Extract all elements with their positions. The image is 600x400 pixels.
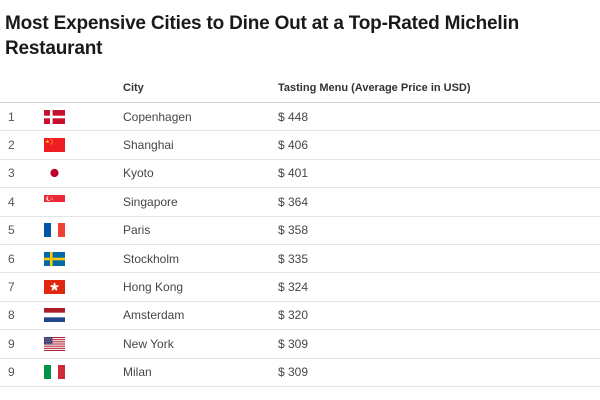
table-row: 3 Kyoto $ 401 — [0, 160, 600, 189]
city-cell: Copenhagen — [123, 109, 192, 124]
flag-france-icon — [44, 223, 123, 238]
rank-cell: 6 — [8, 251, 15, 266]
city-cell: Stockholm — [123, 251, 180, 266]
city-cell: Singapore — [123, 194, 178, 209]
page-title: Most Expensive Cities to Dine Out at a T… — [0, 0, 600, 61]
page-title-line-1: Most Expensive Cities to Dine Out at a T… — [5, 13, 519, 34]
flag-sweden-icon — [44, 251, 123, 266]
table-row: 2 Shanghai $ 406 — [0, 131, 600, 160]
rank-cell: 5 — [8, 223, 15, 238]
price-cell: $ 406 — [278, 138, 309, 153]
flag-china-icon — [44, 138, 123, 153]
column-header-price: Tasting Menu (Average Price in USD) — [278, 82, 471, 94]
table-row: 6 Stockholm $ 335 — [0, 245, 600, 274]
city-cell: New York — [123, 336, 174, 351]
city-cell: Amsterdam — [123, 308, 185, 323]
table-row: 7 Hong Kong $ 324 — [0, 273, 600, 302]
rank-cell: 8 — [8, 308, 15, 323]
price-cell: $ 358 — [278, 223, 309, 238]
city-cell: Shanghai — [123, 138, 174, 153]
city-cell: Kyoto — [123, 166, 154, 181]
flag-hong-kong-icon — [44, 280, 123, 295]
rank-cell: 2 — [8, 138, 15, 153]
price-cell: $ 364 — [278, 194, 309, 209]
price-cell: $ 448 — [278, 109, 309, 124]
price-cell: $ 309 — [278, 365, 309, 380]
flag-japan-icon — [44, 166, 123, 181]
price-cell: $ 309 — [278, 336, 309, 351]
flag-italy-icon — [44, 365, 123, 380]
table-row: 5 Paris $ 358 — [0, 217, 600, 245]
column-header-city: City — [123, 82, 144, 94]
city-cell: Paris — [123, 223, 151, 238]
rank-cell: 3 — [8, 166, 15, 181]
table-row: 9 Milan $ 309 — [0, 359, 600, 387]
rank-cell: 9 — [8, 365, 15, 380]
page-title-line-2: Restaurant — [5, 38, 103, 59]
price-cell: $ 324 — [278, 280, 309, 295]
rank-cell: 9 — [8, 336, 15, 351]
price-cell: $ 335 — [278, 251, 309, 266]
table-header-row: City Tasting Menu (Average Price in USD) — [0, 61, 600, 103]
flag-denmark-icon — [44, 109, 123, 124]
table-row: 9 New York $ 309 — [0, 330, 600, 359]
rank-cell: 1 — [8, 109, 15, 124]
rank-cell: 4 — [8, 194, 15, 209]
city-cell: Milan — [123, 365, 152, 380]
flag-united-states-icon — [44, 336, 123, 351]
table-row: 8 Amsterdam $ 320 — [0, 302, 600, 331]
price-cell: $ 401 — [278, 166, 309, 181]
table-row: 4 Singapore $ 364 — [0, 188, 600, 217]
ranking-table: City Tasting Menu (Average Price in USD)… — [0, 61, 600, 387]
flag-netherlands-icon — [44, 308, 123, 323]
flag-singapore-icon — [44, 194, 123, 209]
price-cell: $ 320 — [278, 308, 309, 323]
table-row: 1 Copenhagen $ 448 — [0, 103, 600, 132]
rank-cell: 7 — [8, 280, 15, 295]
table-body: 1 Copenhagen $ 448 2 Shanghai $ 406 3 Ky… — [0, 103, 600, 387]
city-cell: Hong Kong — [123, 280, 184, 295]
